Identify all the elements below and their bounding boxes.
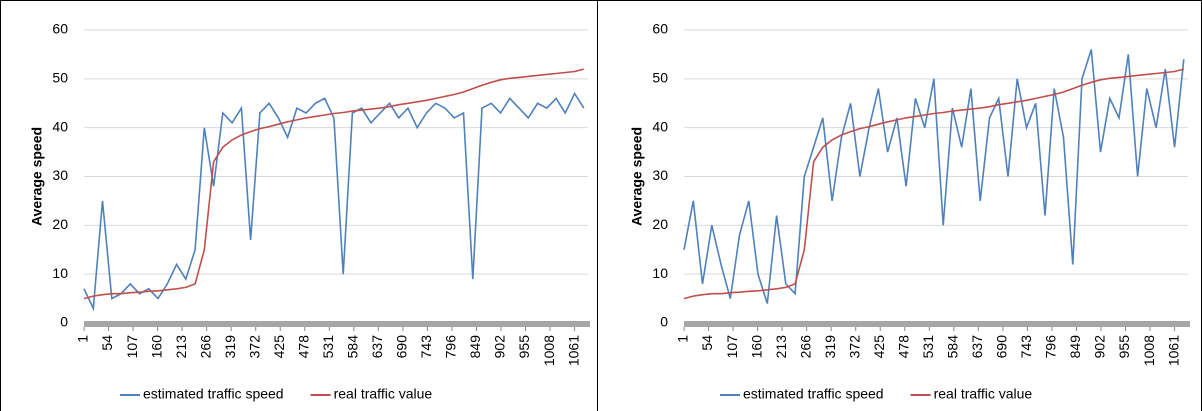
y-tick-label: 0 <box>660 314 668 330</box>
x-tick-label: 319 <box>222 335 238 359</box>
x-tick-label: 743 <box>1018 335 1034 359</box>
x-tick-label: 796 <box>1043 335 1059 359</box>
y-tick-label: 40 <box>52 118 68 134</box>
x-tick-label: 213 <box>773 335 789 359</box>
y-tick-label: 50 <box>652 70 668 86</box>
x-tick-label: 425 <box>871 335 887 359</box>
series-line <box>83 91 585 312</box>
legend-label: real traffic value <box>934 386 1033 402</box>
x-tick-label: 425 <box>271 335 287 359</box>
x-tick-label: 902 <box>1092 335 1108 359</box>
x-tick-label: 160 <box>748 335 764 359</box>
y-tick-label: 20 <box>52 216 68 232</box>
x-tick-label: 266 <box>197 335 213 359</box>
x-tick-label: 266 <box>797 335 813 359</box>
series-line <box>683 68 1185 300</box>
x-tick-label: 531 <box>920 335 936 359</box>
y-axis-label: Average speed <box>29 127 45 226</box>
x-tick-label: 637 <box>369 335 385 359</box>
x-tick-label: 54 <box>699 335 715 351</box>
legend-label: estimated traffic speed <box>743 386 884 402</box>
x-tick-label: 1008 <box>541 335 557 366</box>
x-tick-label: 1061 <box>1165 335 1181 366</box>
x-tick-label: 690 <box>994 335 1010 359</box>
x-axis <box>684 321 1190 327</box>
y-tick-label: 0 <box>60 314 68 330</box>
x-tick-label: 955 <box>516 335 532 359</box>
x-tick-label: 213 <box>173 335 189 359</box>
x-tick-label: 1008 <box>1141 335 1157 366</box>
chart-panel: 0 10 20 30 40 50 60 1 54 107 160 213 266 319 372 425 478… <box>29 21 590 402</box>
y-tick-label: 20 <box>652 216 668 232</box>
x-tick-label: 107 <box>124 335 140 359</box>
y-axis-label: Average speed <box>629 127 645 226</box>
x-tick-label: 902 <box>492 335 508 359</box>
x-tick-label: 1061 <box>565 335 581 366</box>
y-tick-label: 40 <box>652 118 668 134</box>
series-line <box>683 49 1185 304</box>
y-tick-label: 10 <box>52 265 68 281</box>
x-tick-label: 372 <box>846 335 862 359</box>
x-tick-label: 1 <box>675 335 691 343</box>
chart-panel: 0 10 20 30 40 50 60 1 54 107 160 213 266 319 372 425 478… <box>629 21 1190 402</box>
y-tick-label: 50 <box>52 70 68 86</box>
x-tick-label: 584 <box>945 335 961 359</box>
series-line <box>83 68 585 300</box>
legend-label: real traffic value <box>334 386 433 402</box>
y-tick-label: 30 <box>652 167 668 183</box>
x-tick-label: 478 <box>295 335 311 359</box>
x-tick-label: 849 <box>1067 335 1083 359</box>
legend-label: estimated traffic speed <box>143 386 284 402</box>
x-tick-label: 796 <box>443 335 459 359</box>
x-tick-label: 160 <box>148 335 164 359</box>
y-tick-label: 60 <box>652 21 668 37</box>
x-tick-label: 54 <box>99 335 115 351</box>
x-axis <box>84 321 590 327</box>
y-tick-label: 30 <box>52 167 68 183</box>
x-tick-label: 372 <box>246 335 262 359</box>
x-tick-label: 849 <box>467 335 483 359</box>
x-tick-label: 690 <box>394 335 410 359</box>
x-tick-label: 584 <box>345 335 361 359</box>
x-tick-label: 478 <box>895 335 911 359</box>
x-tick-label: 1 <box>75 335 91 343</box>
x-tick-label: 107 <box>724 335 740 359</box>
x-tick-label: 531 <box>320 335 336 359</box>
y-tick-label: 10 <box>652 265 668 281</box>
x-tick-label: 319 <box>822 335 838 359</box>
y-tick-label: 60 <box>52 21 68 37</box>
x-tick-label: 955 <box>1116 335 1132 359</box>
x-tick-label: 743 <box>418 335 434 359</box>
x-tick-label: 637 <box>969 335 985 359</box>
